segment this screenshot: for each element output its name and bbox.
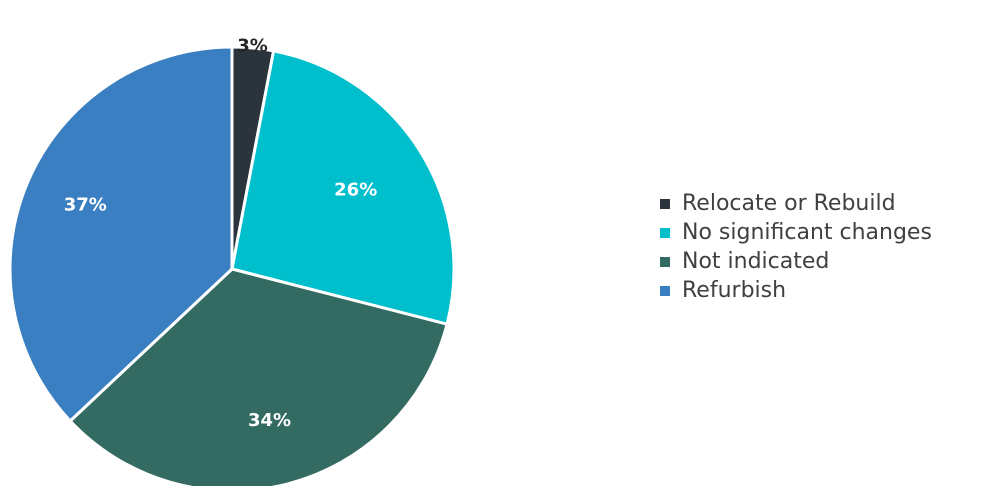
data-label-relocate-or-rebuild: 3% (237, 35, 268, 56)
legend-swatch-refurbish (660, 286, 670, 296)
pie-slice-not-indicated (68, 267, 449, 486)
pie-data-labels: 3% 26% 34% 37% (64, 35, 377, 431)
legend-label-relocate-or-rebuild: Relocate or Rebuild (682, 191, 896, 216)
data-label-not-indicated: 34% (248, 410, 291, 431)
data-label-refurbish: 37% (64, 195, 107, 216)
data-label-no-significant-changes: 26% (334, 179, 377, 200)
chart-legend: Relocate or Rebuild No significant change… (660, 191, 932, 303)
legend-swatch-no-significant-changes (660, 228, 670, 238)
legend-label-refurbish: Refurbish (682, 278, 786, 303)
pie-slices (8, 45, 456, 486)
legend-swatch-relocate-or-rebuild (660, 199, 670, 209)
pie-slice-no-significant-changes (230, 49, 456, 326)
legend-label-not-indicated: Not indicated (682, 249, 829, 274)
legend-swatch-not-indicated (660, 257, 670, 267)
pie-slice-refurbish (8, 45, 234, 423)
legend-label-no-significant-changes: No significant changes (682, 220, 932, 245)
